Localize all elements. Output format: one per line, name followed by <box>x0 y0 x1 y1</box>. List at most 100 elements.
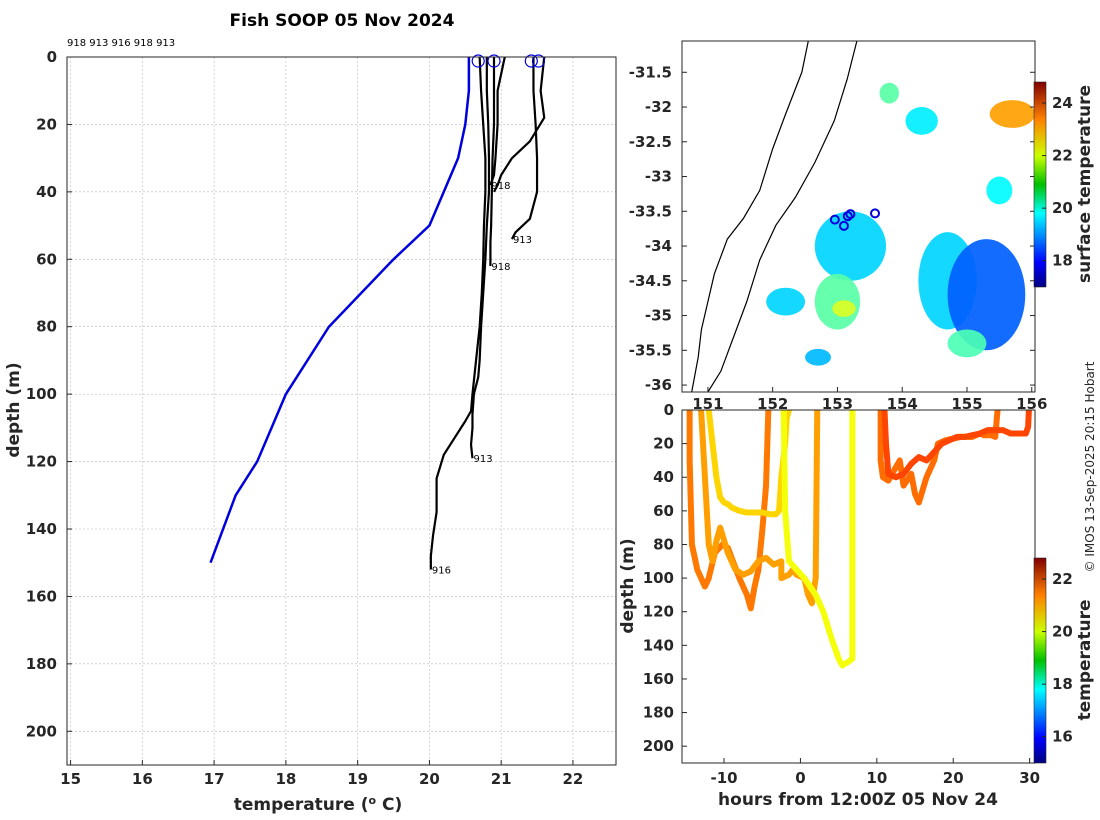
timeseries-lines <box>686 410 1032 669</box>
profile-axes-frame <box>66 56 617 766</box>
coastline <box>691 41 858 392</box>
profile-y-tick-label: 0 <box>47 48 57 66</box>
station-marker <box>870 208 881 219</box>
map-colorbar-ticks: 18 20 22 24 <box>1042 94 1073 270</box>
climatology-profile <box>209 57 471 564</box>
profile-line-918a <box>489 57 496 267</box>
map-y-tick-label: -32.5 <box>629 133 672 151</box>
profile-label-918a: 918 <box>491 262 510 273</box>
sst-patch <box>766 287 806 316</box>
timeseries-y-tick-label: 200 <box>643 737 674 755</box>
profile-label-913a: 913 <box>473 454 492 465</box>
timeseries-y-tick-label: 160 <box>643 670 674 688</box>
timeseries-y-tick-label: 140 <box>643 636 674 654</box>
sst-patch <box>905 107 938 135</box>
sst-patch <box>832 300 856 317</box>
profile-line-913b <box>510 57 539 240</box>
timeseries-x-tick-label: 10 <box>866 769 887 787</box>
profile-y-tick-label: 20 <box>36 115 57 133</box>
profile-labels: 916 913 918 918 913 <box>432 181 532 576</box>
profile-x-label: temperature (o C) <box>234 794 403 816</box>
timeseries-y-tick-label: 60 <box>653 502 674 520</box>
map-y-tick-label: -34.5 <box>629 272 672 290</box>
profile-label-916: 916 <box>432 565 451 576</box>
surface-markers <box>471 54 546 68</box>
timeseries-x-label: hours from 12:00Z 05 Nov 24 <box>718 790 998 810</box>
surface-marker <box>524 54 538 68</box>
station-markers <box>829 208 881 231</box>
map-y-tick-label: -35 <box>645 307 672 325</box>
timeseries-colorbar-tick-label: 20 <box>1052 623 1073 641</box>
map-x-tick-label: 151 <box>692 395 723 413</box>
sst-patch <box>986 176 1013 205</box>
sst-patch <box>879 82 899 104</box>
timeseries-y-tick-label: 180 <box>643 704 674 722</box>
profile-y-tick-label: 200 <box>26 722 57 740</box>
timeseries-colorbar-tick-label: 18 <box>1052 675 1073 693</box>
profile-ticks: 15 16 17 18 19 20 21 22 0 20 40 60 80 100 120 140 160 180… <box>26 48 584 788</box>
profile-x-tick-label: 15 <box>60 770 81 788</box>
timeseries-x-tick-label: 0 <box>795 769 805 787</box>
profile-lines <box>429 57 546 570</box>
profile-line-913a <box>469 57 491 459</box>
profile-x-tick-label: 19 <box>347 770 368 788</box>
coastline-line <box>691 41 809 392</box>
shelf-contour-line <box>707 41 858 392</box>
surface-marker <box>487 54 501 68</box>
map-x-tick-label: 155 <box>951 395 982 413</box>
sst-patch <box>805 348 831 366</box>
timeseries-y-tick-label: 0 <box>664 401 674 419</box>
profile-x-tick-label: 20 <box>419 770 440 788</box>
profile-y-label: depth (m) <box>4 362 24 457</box>
profile-y-tick-label: 180 <box>26 655 57 673</box>
map-x-tick-label: 153 <box>822 395 853 413</box>
timeseries-line-drop5 <box>877 410 1001 506</box>
map-x-tick-label: 154 <box>887 395 918 413</box>
timeseries-y-tick-label: 80 <box>653 535 674 553</box>
map-y-tick-label: -31.5 <box>629 63 672 81</box>
profile-x-tick-label: 17 <box>204 770 225 788</box>
timeseries-axes-frame <box>681 409 1036 764</box>
sst-patch <box>814 273 861 330</box>
map-colorbar-tick-label: 24 <box>1052 94 1073 112</box>
sst-patch <box>989 100 1035 128</box>
map-colorbar <box>1033 81 1047 288</box>
profile-y-tick-label: 140 <box>26 520 57 538</box>
map-y-tick-label: -34 <box>645 237 672 255</box>
map-colorbar-tick-label: 20 <box>1052 199 1073 217</box>
profile-y-tick-label: 40 <box>36 183 57 201</box>
map-colorbar-tick-label: 22 <box>1052 147 1073 165</box>
profile-x-tick-label: 22 <box>563 770 584 788</box>
map-colorbar-label: surface temperature <box>1075 85 1095 283</box>
surface-marker <box>471 54 485 68</box>
map-y-tick-label: -32 <box>645 98 672 116</box>
map-y-tick-label: -33 <box>645 168 672 186</box>
profile-y-tick-label: 60 <box>36 250 57 268</box>
profile-grid <box>67 56 616 765</box>
surface-marker <box>531 54 546 68</box>
timeseries-y-tick-label: 120 <box>643 603 674 621</box>
timeseries-line-drop4 <box>780 410 856 669</box>
profile-y-tick-label: 80 <box>36 318 57 336</box>
map-y-tick-label: -36 <box>645 376 672 394</box>
credit-text: © IMOS 13-Sep-2025 20:15 Hobart <box>1083 361 1097 572</box>
climatology-line <box>209 57 471 564</box>
sst-map: -31.5 -32 -32.5 -33 -33.5 -34 -34.5 -35 -35.5 -36… <box>629 40 1095 413</box>
profile-line-916 <box>429 57 487 570</box>
timeseries-colorbar-tick-label: 16 <box>1052 728 1073 746</box>
profile-label-918b: 918 <box>491 181 510 192</box>
sst-patch <box>814 211 887 281</box>
map-y-tick-label: -35.5 <box>629 341 672 359</box>
timeseries-x-tick-label: 30 <box>1019 769 1040 787</box>
timeseries-y-label: depth (m) <box>618 538 638 633</box>
timeseries-plot: 0 20 40 60 80 100 120 140 160 180 200 -10 0 10 20 30 16… <box>618 401 1095 810</box>
profile-line-918b <box>489 57 506 186</box>
timeseries-y-tick-label: 20 <box>653 435 674 453</box>
map-x-tick-label: 156 <box>1016 395 1047 413</box>
station-marker <box>829 214 840 225</box>
profile-label-913b: 913 <box>513 235 532 246</box>
map-x-tick-label: 152 <box>757 395 788 413</box>
profile-x-tick-label: 21 <box>491 770 512 788</box>
map-y-tick-label: -33.5 <box>629 202 672 220</box>
